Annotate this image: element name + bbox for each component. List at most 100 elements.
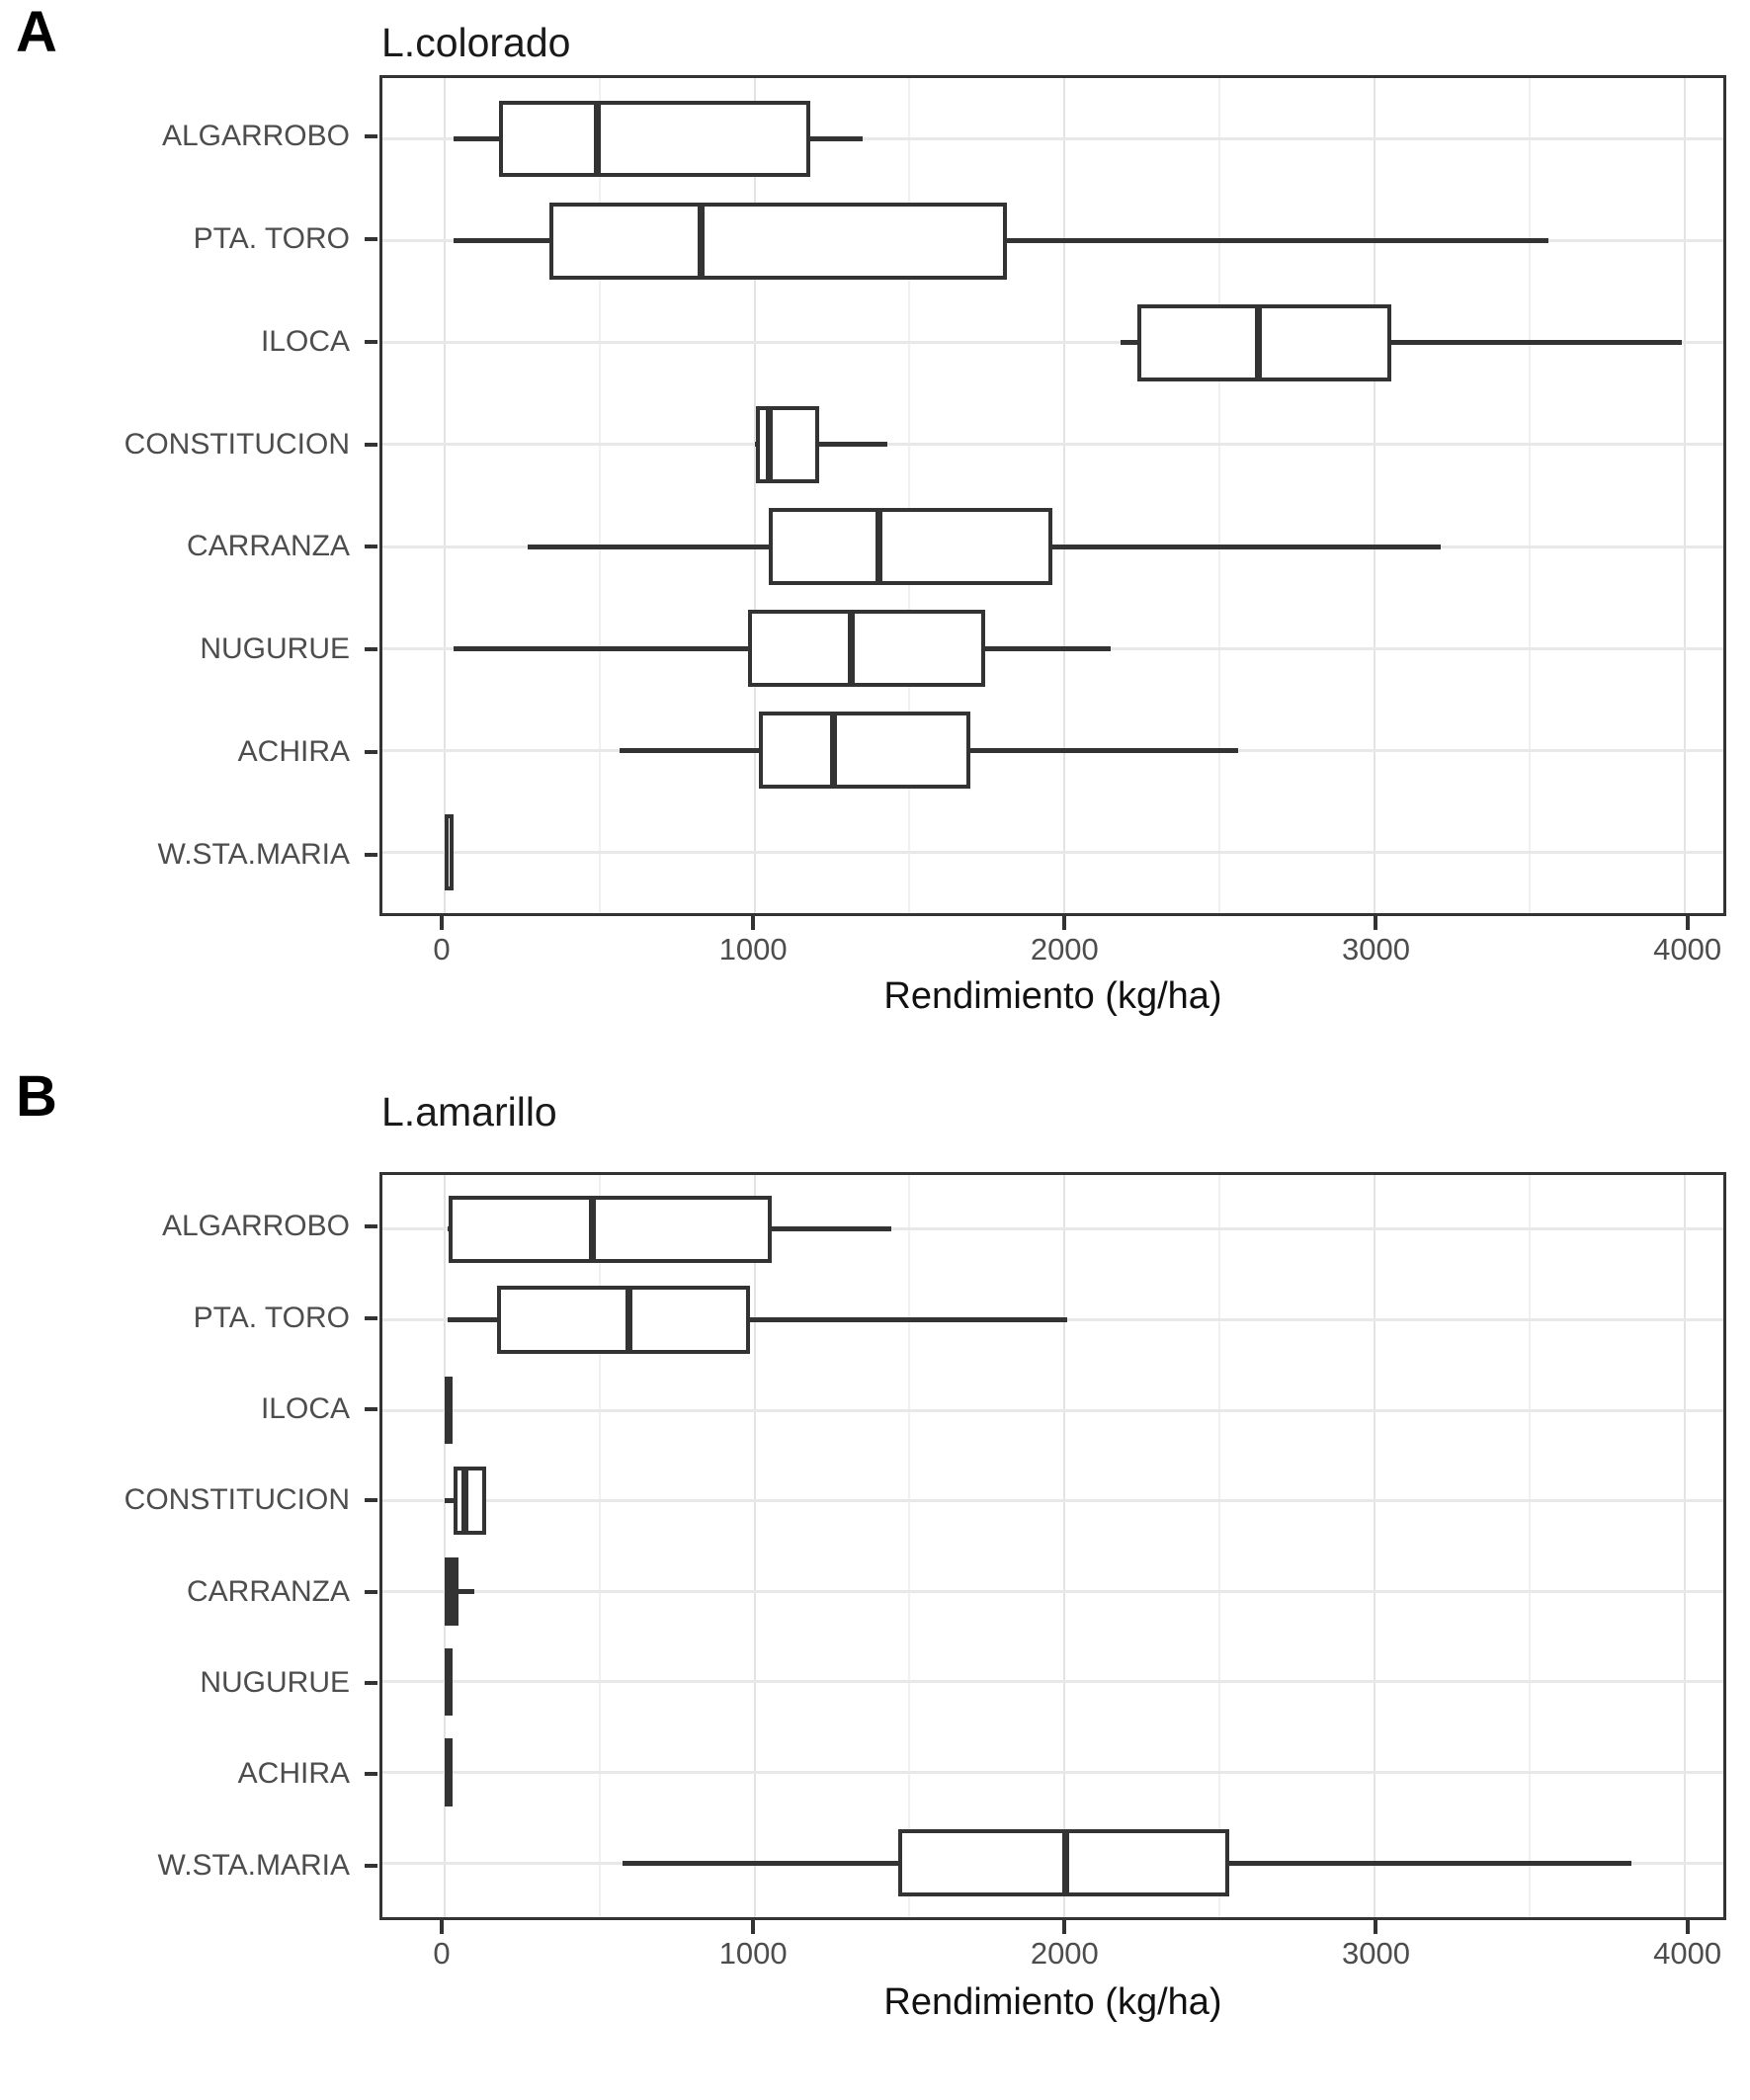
whisker-upper	[771, 1226, 891, 1232]
category-label: ALGARROBO	[161, 120, 350, 153]
plot-area	[379, 1172, 1726, 1920]
y-tick-mark	[365, 442, 377, 447]
whisker-upper	[1051, 544, 1442, 549]
row-gridline	[382, 137, 1723, 141]
y-tick-mark	[365, 852, 377, 857]
gridline-x-major	[443, 78, 446, 913]
whisker-upper	[749, 1317, 1068, 1323]
y-tick-mark	[365, 134, 377, 139]
median-line	[594, 101, 602, 178]
y-tick-mark	[365, 1589, 377, 1594]
plot-area	[379, 75, 1726, 916]
panel-a-header: A L.colorado	[0, 0, 1750, 75]
box	[898, 1828, 1229, 1897]
category-label: CONSTITUCION	[124, 1483, 350, 1517]
gridline-x-minor	[908, 78, 911, 913]
whisker-lower	[447, 1317, 498, 1323]
box	[759, 712, 970, 789]
box	[449, 1195, 772, 1264]
median-line	[460, 1467, 468, 1536]
gridline-x-minor	[1528, 1175, 1531, 1917]
whisker-lower	[754, 442, 757, 448]
y-axis-labels: ALGARROBO PTA. TORO ILOCA CONSTITUCION CARRA…	[0, 75, 379, 916]
gridline-x-major	[753, 1175, 756, 1917]
whisker-lower	[623, 1860, 899, 1866]
whisker-lower	[1120, 340, 1137, 346]
median-line	[766, 406, 774, 483]
gridline-x-minor	[598, 78, 601, 913]
figure-label-a: A	[16, 0, 57, 64]
panel-b-chart-body: ALGARROBO PTA. TORO ILOCA CONSTITUCION CARRA…	[0, 1172, 1726, 1920]
gridline-x-major	[1374, 1175, 1376, 1917]
median-line	[588, 1195, 596, 1264]
whisker-lower	[454, 238, 550, 244]
box	[454, 1467, 487, 1536]
x-tick-mark	[1685, 1920, 1690, 1934]
panel-b-x-axis-row: 0 1000 2000 3000 4000	[379, 1920, 1726, 1971]
y-axis-labels: ALGARROBO PTA. TORO ILOCA CONSTITUCION CARRA…	[0, 1172, 379, 1920]
y-tick-mark	[365, 647, 377, 652]
category-label: ACHIRA	[237, 734, 350, 768]
median-line	[847, 610, 855, 687]
panel-a-chart-body: ALGARROBO PTA. TORO ILOCA CONSTITUCION CARRA…	[0, 75, 1726, 916]
y-tick-mark	[365, 1407, 377, 1412]
x-tick-label: 3000	[1341, 1936, 1410, 1971]
x-tick-mark	[1685, 916, 1690, 930]
x-tick-label: 1000	[718, 1936, 788, 1971]
y-tick-mark	[365, 1224, 377, 1229]
box	[1136, 304, 1392, 381]
whisker-lower	[444, 1498, 455, 1504]
category-label: CARRANZA	[186, 530, 350, 563]
panel-a-x-axis-row: 0 1000 2000 3000 4000	[379, 916, 1726, 966]
whisker-upper	[969, 747, 1238, 753]
median-line	[829, 712, 837, 789]
gridline-x-minor	[1528, 78, 1531, 913]
y-tick-mark	[365, 1315, 377, 1320]
median-line	[1062, 1828, 1070, 1897]
y-tick-mark	[365, 1863, 377, 1868]
gridline-x-major	[443, 1175, 446, 1917]
x-axis: 0 1000 2000 3000 4000	[379, 916, 1726, 966]
panel-a: A L.colorado ALGARROBO PTA. TORO ILOCA CONS…	[0, 0, 1750, 1033]
whisker-upper	[1228, 1860, 1632, 1866]
median-line	[447, 1556, 455, 1626]
box	[444, 813, 455, 890]
category-label: W.STA.MARIA	[157, 1848, 350, 1882]
gridline-x-minor	[908, 1175, 911, 1917]
x-tick-label: 0	[433, 932, 451, 966]
x-axis-title: Rendimiento (kg/ha)	[883, 1981, 1222, 2023]
box	[444, 1376, 453, 1445]
x-axis: 0 1000 2000 3000 4000	[379, 1920, 1726, 1971]
x-tick-mark	[440, 916, 445, 930]
y-tick-mark	[365, 545, 377, 549]
x-tick-mark	[1374, 1920, 1378, 1934]
x-tick-mark	[440, 1920, 445, 1934]
row-gridline	[382, 1499, 1723, 1503]
category-label: CONSTITUCION	[124, 427, 350, 461]
median-line	[875, 508, 883, 585]
row-gridline	[382, 1227, 1723, 1231]
category-label: ACHIRA	[237, 1757, 350, 1791]
panel-b-header: B L.amarillo	[0, 1033, 1750, 1172]
x-tick-mark	[751, 916, 756, 930]
whisker-lower	[447, 1226, 450, 1232]
category-label: PTA. TORO	[193, 222, 350, 256]
whisker-lower	[454, 136, 499, 142]
gridline-x-minor	[1218, 1175, 1221, 1917]
category-label: W.STA.MARIA	[157, 837, 350, 871]
gridline-x-major	[1063, 78, 1066, 913]
whisker-upper	[1391, 340, 1682, 346]
y-tick-mark	[365, 749, 377, 754]
panel-b-axis-title-block: Rendimiento (kg/ha)	[379, 1968, 1726, 2100]
row-gridline	[382, 1408, 1723, 1412]
box	[768, 508, 1052, 585]
row-gridline	[382, 1770, 1723, 1774]
whisker-lower	[620, 747, 760, 753]
box	[444, 1556, 458, 1626]
whisker-lower	[528, 544, 769, 549]
whisker-upper	[1007, 238, 1548, 244]
category-label: NUGURUE	[200, 632, 350, 666]
gridline-x-major	[1683, 78, 1686, 913]
gridline-x-minor	[598, 1175, 601, 1917]
